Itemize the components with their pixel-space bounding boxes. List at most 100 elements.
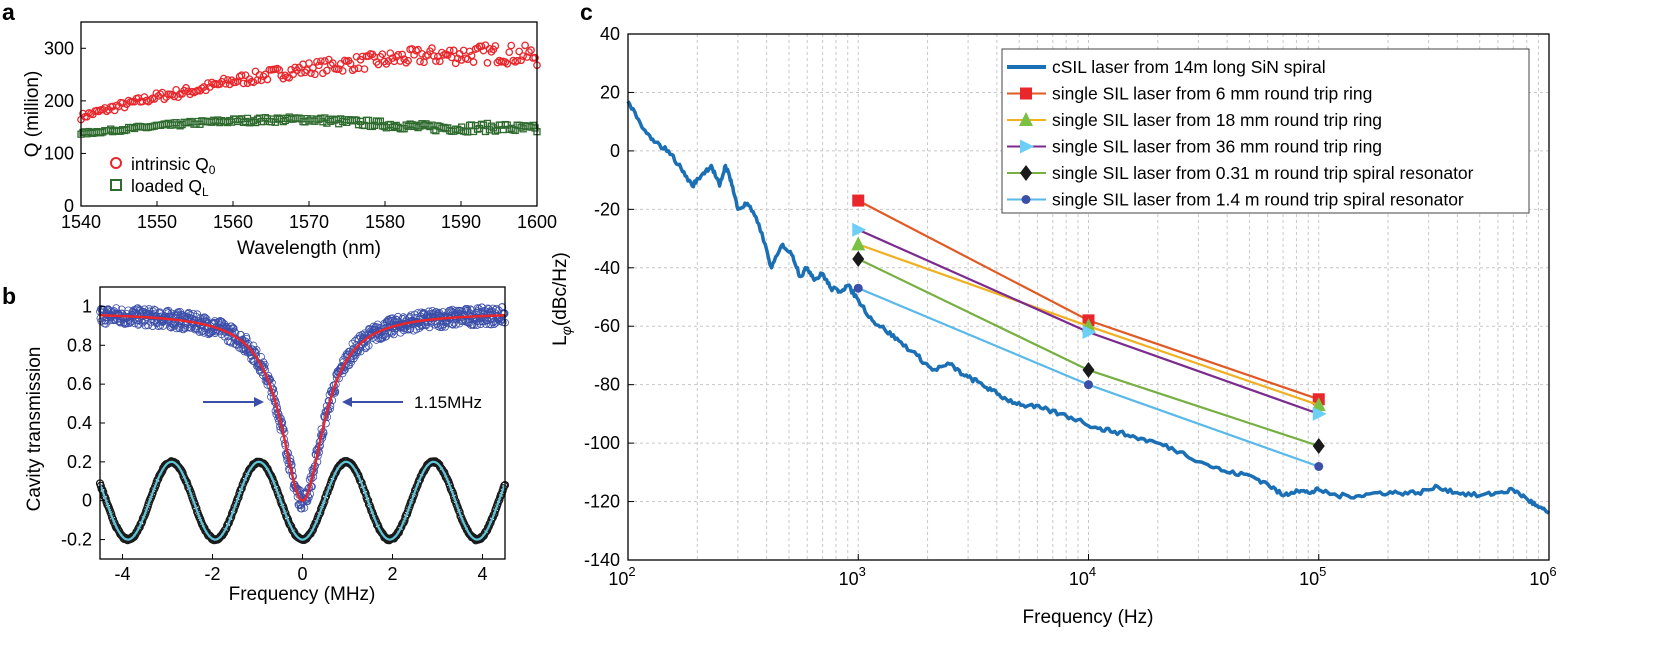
data-point-intrinsic-q [449, 46, 458, 55]
transmission-data-point [175, 324, 184, 333]
data-point-intrinsic-q [519, 52, 527, 60]
data-point-intrinsic-q [477, 42, 486, 51]
panel-a-data [77, 41, 541, 138]
transmission-data-point [447, 320, 456, 328]
y-tick-label: 0.8 [67, 335, 92, 355]
y-tick-label: -40 [594, 258, 620, 278]
data-point-loaded-q [170, 119, 178, 127]
data-point-intrinsic-q [436, 57, 444, 66]
data-point-intrinsic-q [102, 107, 111, 116]
reference-data-point [307, 527, 316, 536]
data-point-intrinsic-q [273, 64, 282, 73]
panel-a-legend: intrinsic Q0 loaded QL [110, 154, 216, 199]
panel-c-x-ticks: 102 103 104 105 106 [608, 554, 1557, 589]
data-point-intrinsic-q [491, 42, 500, 50]
data-point-intrinsic-q [443, 51, 452, 59]
y-tick-label: 0.4 [67, 413, 92, 433]
y-tick-label: -140 [584, 550, 620, 570]
data-point-intrinsic-q [338, 67, 347, 75]
data-point-intrinsic-q [451, 59, 460, 68]
legend-marker-intrinsic [110, 157, 122, 169]
data-point-loaded-q [348, 117, 357, 125]
x-tick-label: 1550 [137, 212, 177, 232]
x-tick-label: 1560 [213, 212, 253, 232]
data-point-intrinsic-q [305, 59, 313, 67]
panel-c-xlabel: Frequency (Hz) [1023, 607, 1154, 628]
y-tick-label: 40 [600, 24, 620, 44]
transmission-data-point [257, 353, 266, 361]
data-point-series-1 [852, 194, 865, 207]
data-point-intrinsic-q [311, 70, 319, 79]
y-tick-label: -120 [584, 492, 620, 512]
legend-label-5: single SIL laser from 1.4 m round trip s… [1052, 190, 1464, 210]
panel-c-y-ticks: 40 20 0 -20 -40 -60 -80 -100 -120 -140 [584, 24, 634, 570]
transmission-data-point [400, 314, 409, 323]
reference-data-point [153, 475, 162, 484]
transmission-data-point [348, 339, 357, 348]
panel-a-xlabel: Wavelength (nm) [237, 238, 381, 259]
data-point-loaded-q [424, 122, 432, 130]
data-point-intrinsic-q [404, 56, 412, 65]
data-point-intrinsic-q [146, 96, 155, 104]
data-point-intrinsic-q [249, 78, 258, 87]
transmission-data-point [151, 306, 160, 315]
data-point-intrinsic-q [432, 57, 440, 65]
transmission-data-point [465, 319, 473, 328]
transmission-data-point [385, 329, 394, 337]
data-point-intrinsic-q [507, 41, 516, 50]
data-point-loaded-q [370, 121, 379, 129]
data-point-intrinsic-q [386, 49, 395, 58]
series-line-csil [626, 100, 1551, 515]
panel-b-xlabel: Frequency (MHz) [229, 584, 376, 605]
data-point-intrinsic-q [251, 67, 260, 76]
transmission-data-point [186, 323, 195, 332]
data-point-series-5 [1314, 461, 1324, 471]
y-tick-label: 20 [600, 82, 620, 102]
data-point-intrinsic-q [453, 54, 462, 63]
annotation-arrow-right-head [342, 397, 352, 407]
lorentzian-fit-line [100, 314, 505, 503]
y-tick-label: 0 [64, 196, 74, 216]
legend-label-2: single SIL laser from 18 mm round trip r… [1052, 110, 1382, 130]
x-tick-label: 1590 [441, 212, 481, 232]
y-tick-label: -20 [594, 199, 620, 219]
data-point-loaded-q [469, 127, 478, 136]
x-tick-label: 104 [1069, 564, 1096, 589]
legend-marker-2 [1019, 112, 1033, 126]
data-point-series-2 [851, 236, 866, 251]
reference-data-point [321, 492, 331, 501]
y-tick-label: 200 [44, 91, 74, 111]
data-point-intrinsic-q [445, 46, 454, 55]
data-point-loaded-q [458, 123, 466, 131]
x-tick-label: 2 [387, 564, 397, 584]
y-tick-label: 100 [44, 143, 74, 163]
y-tick-label: 0.2 [67, 452, 92, 472]
data-point-intrinsic-q [505, 48, 514, 57]
data-point-series-3 [852, 222, 867, 237]
data-point-intrinsic-q [94, 107, 103, 116]
data-point-intrinsic-q [503, 59, 512, 68]
data-point-intrinsic-q [156, 90, 165, 99]
legend-label-1: single SIL laser from 6 mm round trip ri… [1052, 84, 1372, 104]
x-tick-label: 106 [1529, 564, 1556, 589]
data-point-intrinsic-q [289, 70, 297, 79]
legend-label-loaded: loaded QL [131, 176, 209, 199]
x-tick-label: 1570 [289, 212, 329, 232]
data-point-loaded-q [473, 125, 482, 133]
transmission-data-point [482, 320, 491, 329]
data-point-intrinsic-q [469, 58, 478, 66]
data-point-loaded-q [335, 120, 343, 128]
data-point-intrinsic-q [346, 59, 355, 68]
transmission-data-point [437, 313, 446, 321]
panel-label-b: b [2, 283, 16, 309]
panel-c-data [626, 100, 1551, 515]
transmission-data-point [438, 308, 447, 316]
data-point-intrinsic-q [374, 60, 383, 69]
panel-label-a: a [2, 0, 15, 25]
data-point-intrinsic-q [467, 51, 476, 60]
x-tick-label: 0 [297, 564, 307, 584]
data-point-intrinsic-q [521, 41, 529, 50]
transmission-data-point [144, 321, 153, 330]
panel-a-ylabel: Q (million) [22, 71, 43, 158]
data-point-intrinsic-q [297, 69, 305, 77]
